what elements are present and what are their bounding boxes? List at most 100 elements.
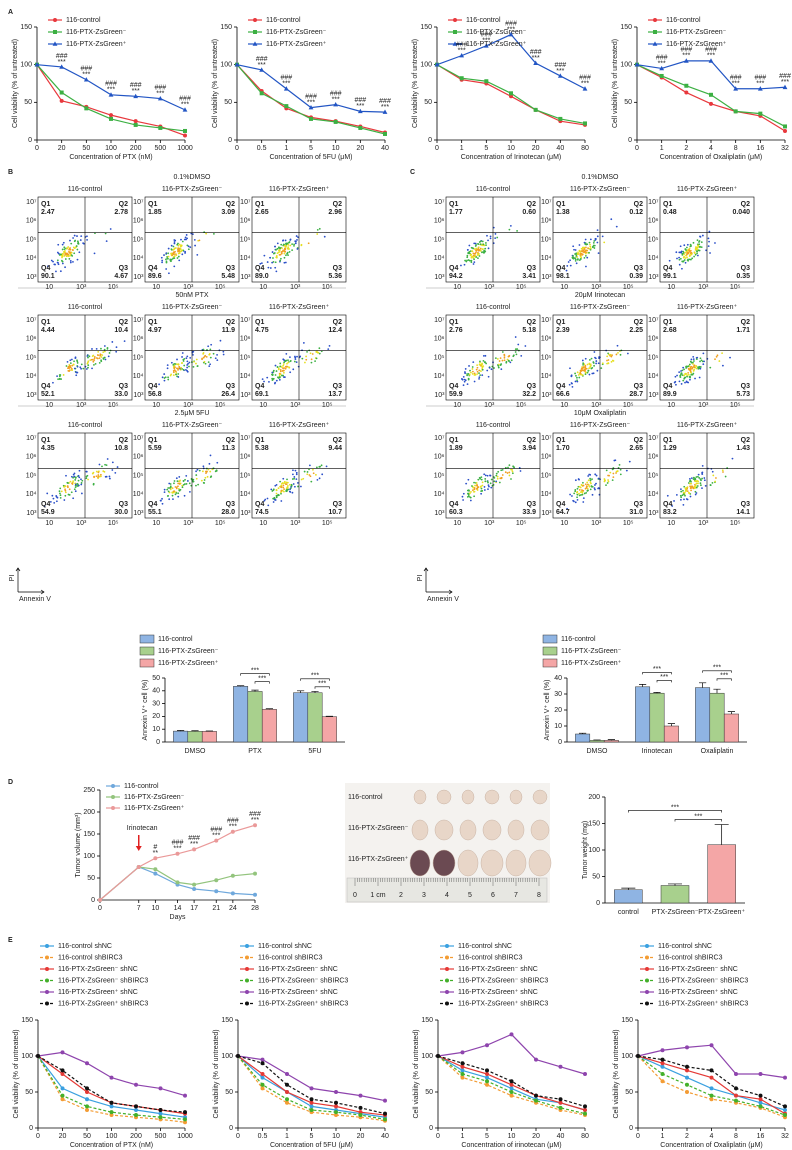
x-tick-label: 10³	[698, 284, 709, 291]
cell-dot	[675, 376, 677, 378]
cell-dot	[281, 251, 283, 253]
x-tick-label: 10⁵	[623, 520, 634, 527]
cell-dot	[680, 488, 682, 490]
cell-dot	[97, 351, 99, 353]
cell-dot	[480, 370, 482, 372]
x-tick-label: 24	[229, 905, 237, 912]
cell-dot	[676, 375, 678, 377]
y-tick-label: 200	[83, 809, 95, 816]
quadrant-name: Q4	[663, 501, 672, 508]
cell-dot	[161, 498, 163, 500]
y-tick-label: 0	[29, 1125, 33, 1132]
x-tick-label: 32	[781, 1133, 789, 1140]
cell-dot	[158, 383, 160, 385]
legend-label: 116-PTX-ZsGreen⁻ shBIRC3	[458, 977, 548, 984]
tumor	[485, 790, 499, 804]
cell-dot	[294, 486, 296, 488]
cell-dot	[78, 485, 80, 487]
cell-dot	[171, 248, 173, 250]
cell-dot	[585, 239, 587, 241]
cell-dot	[78, 251, 80, 253]
cell-dot	[470, 500, 472, 502]
cell-dot	[183, 369, 185, 371]
tumor	[462, 790, 474, 804]
cell-dot	[205, 233, 207, 235]
cell-dot	[695, 494, 697, 496]
cell-dot	[106, 240, 108, 242]
x-tick-label: control	[618, 909, 639, 916]
quadrant-name: Q2	[527, 319, 536, 326]
cell-dot	[470, 372, 472, 374]
cell-dot	[679, 264, 681, 266]
cell-dot	[612, 360, 614, 362]
y-tick-label: 10⁶	[541, 454, 552, 461]
cell-dot	[585, 492, 587, 494]
cell-dot	[291, 485, 293, 487]
cell-dot	[273, 488, 275, 490]
cell-dot	[694, 479, 696, 481]
cell-dot	[173, 253, 175, 255]
cell-dot	[578, 493, 580, 495]
cell-dot	[571, 383, 573, 385]
cell-dot	[87, 479, 89, 481]
cell-dot	[173, 246, 175, 248]
significance: ***	[671, 804, 679, 811]
cell-dot	[480, 240, 482, 242]
cell-dot	[566, 270, 568, 272]
quadrant-value: 5.18	[522, 327, 536, 334]
cell-dot	[576, 262, 578, 264]
y-tick-label: 30	[152, 700, 160, 707]
cell-dot	[174, 480, 176, 482]
cell-dot	[566, 265, 568, 267]
legend-label: 116-PTX-ZsGreen⁺	[124, 805, 185, 812]
cell-dot	[297, 248, 299, 250]
marker	[285, 1072, 289, 1076]
y-tick-label: 50	[592, 873, 600, 880]
quadrant-value: 1.38	[556, 209, 570, 216]
y-axis-label: Cell viability (% of untreated)	[412, 39, 419, 128]
cell-dot	[588, 363, 590, 365]
cell-dot	[696, 483, 698, 485]
y-tick-label: 10⁵	[133, 354, 144, 361]
cell-dot	[106, 464, 108, 466]
cell-dot	[695, 254, 697, 256]
cell-dot	[105, 476, 107, 478]
cell-dot	[222, 351, 224, 353]
y-tick-label: 50	[424, 99, 432, 106]
cell-dot	[267, 504, 269, 506]
marker	[359, 1094, 363, 1098]
cell-dot	[690, 244, 692, 246]
cell-dot	[573, 501, 575, 503]
y-tick-label: 10⁶	[434, 336, 445, 343]
cell-dot	[101, 465, 103, 467]
cell-dot	[181, 362, 183, 364]
cell-dot	[285, 240, 287, 242]
x-tick-label: 10³	[183, 402, 194, 409]
cell-dot	[177, 492, 179, 494]
y-tick-label: 10⁶	[434, 218, 445, 225]
cell-dot	[72, 261, 74, 263]
cell-dot	[482, 369, 484, 371]
x-axis-label: Concentration of PTX (nM)	[70, 1142, 153, 1149]
cell-dot	[288, 248, 290, 250]
y-axis-label: Cell viability (% of untreated)	[413, 1029, 420, 1118]
cell-dot	[289, 251, 291, 253]
y-tick-label: 10⁶	[26, 336, 37, 343]
cell-dot	[467, 479, 469, 481]
y-tick-label: 10⁵	[648, 354, 659, 361]
bar	[661, 886, 689, 903]
cell-dot	[71, 491, 73, 493]
x-tick-label: 10³	[76, 402, 87, 409]
cell-dot	[700, 357, 702, 359]
quadrant-name: Q1	[663, 319, 672, 326]
x-tick-label: 4	[710, 1133, 714, 1140]
cell-dot	[466, 374, 468, 376]
quadrant-value: 0.60	[522, 209, 536, 216]
legend-label: 116-PTX-ZsGreen⁻ shBIRC3	[658, 977, 748, 984]
marker	[461, 1068, 465, 1072]
cell-dot	[696, 252, 698, 254]
quadrant-name: Q2	[119, 437, 128, 444]
marker	[334, 120, 338, 124]
cell-dot	[183, 480, 185, 482]
marker	[261, 1072, 265, 1076]
